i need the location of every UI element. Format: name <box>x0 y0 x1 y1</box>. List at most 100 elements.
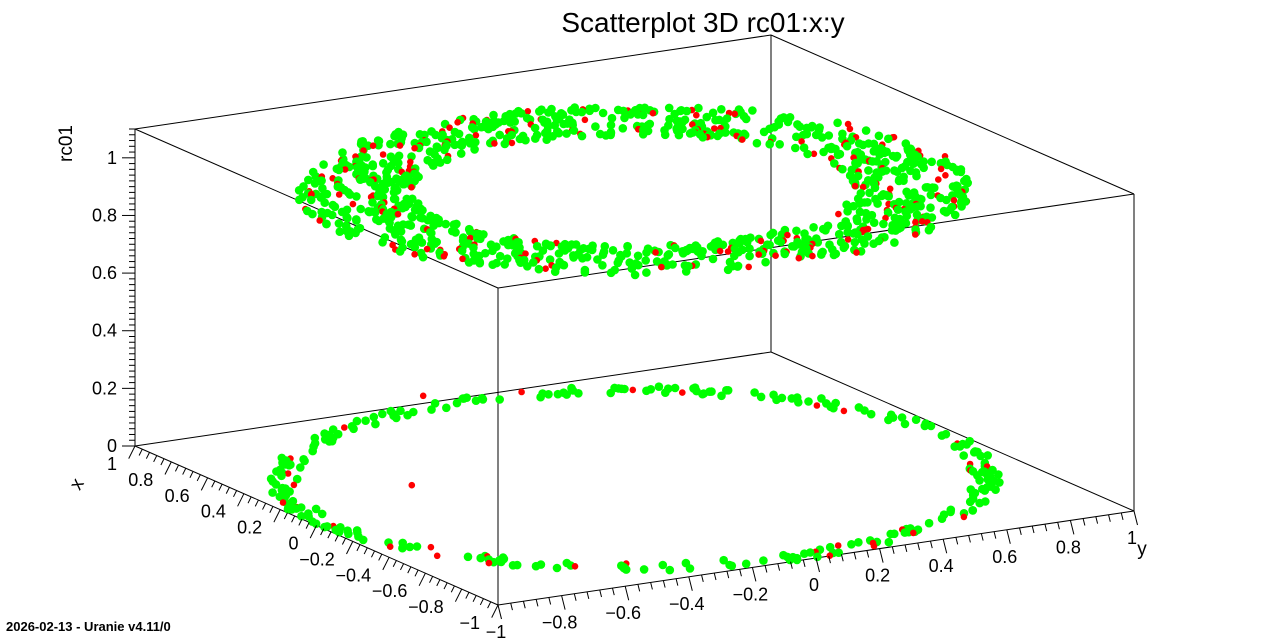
data-point <box>396 406 405 416</box>
data-point <box>411 251 418 258</box>
y-tick <box>1057 522 1060 530</box>
data-point <box>860 239 869 248</box>
data-point <box>870 183 880 193</box>
data-point <box>591 122 600 131</box>
data-point <box>843 207 852 216</box>
data-point <box>606 388 615 398</box>
data-point <box>866 409 876 419</box>
data-point <box>343 213 352 223</box>
x-tick <box>407 566 412 574</box>
data-point <box>362 153 371 162</box>
y-tick <box>1120 512 1124 521</box>
y-tick <box>650 582 653 590</box>
data-point <box>378 238 387 247</box>
data-point <box>386 139 395 149</box>
data-point <box>765 240 774 250</box>
y-tick-label: 0 <box>809 575 819 595</box>
data-point <box>780 249 790 259</box>
rc01-tick-label: 0.4 <box>92 321 117 341</box>
y-tick <box>929 540 933 549</box>
data-point <box>478 395 488 404</box>
x-tick-label: −0.8 <box>408 597 444 617</box>
x-tick <box>309 525 317 539</box>
data-point <box>681 267 691 276</box>
data-point <box>861 126 871 135</box>
data-point <box>349 424 358 434</box>
data-point <box>344 529 353 539</box>
x-tick <box>225 487 230 494</box>
data-point <box>775 140 784 149</box>
data-point <box>335 227 345 236</box>
data-point <box>864 166 873 175</box>
data-point <box>442 403 451 413</box>
data-point <box>562 390 571 399</box>
data-point <box>912 218 919 226</box>
data-point <box>574 389 583 398</box>
y-tick <box>942 539 948 554</box>
y-tick <box>1133 510 1138 526</box>
data-point <box>784 231 791 239</box>
data-point <box>891 226 900 235</box>
data-point <box>917 195 926 204</box>
data-point <box>698 389 707 399</box>
x-tick <box>273 509 281 523</box>
data-point <box>809 223 818 232</box>
data-point <box>652 249 659 256</box>
data-point <box>408 184 415 191</box>
data-point <box>912 210 922 219</box>
data-point <box>442 155 452 165</box>
data-point <box>508 561 518 570</box>
data-point <box>853 216 862 226</box>
data-point <box>433 143 442 153</box>
data-point <box>803 149 812 159</box>
y-tick <box>993 531 997 539</box>
data-point <box>433 552 441 560</box>
data-point <box>338 148 347 157</box>
data-point <box>833 118 842 128</box>
data-point <box>776 237 786 247</box>
data-point <box>835 210 842 218</box>
data-point <box>465 139 475 148</box>
data-point <box>897 413 907 422</box>
data-point <box>606 120 616 130</box>
y-tick <box>739 569 742 577</box>
data-point <box>601 131 611 140</box>
data-point <box>919 163 928 173</box>
data-point <box>935 176 942 183</box>
data-point <box>330 202 340 212</box>
data-point <box>884 415 893 425</box>
data-point <box>450 140 460 150</box>
data-point <box>308 209 317 219</box>
y-tick-label: −1 <box>486 622 507 639</box>
data-point <box>870 542 878 550</box>
data-point <box>277 471 286 481</box>
data-point <box>785 555 795 565</box>
data-point <box>842 141 852 151</box>
data-point <box>975 498 984 508</box>
y-tick <box>815 557 820 573</box>
data-point <box>423 245 431 253</box>
data-point <box>279 499 287 506</box>
x-tick <box>153 455 158 463</box>
data-point <box>398 543 407 553</box>
data-point <box>761 257 770 267</box>
data-point <box>544 390 553 399</box>
data-point <box>580 268 590 277</box>
data-point <box>516 258 525 268</box>
data-point <box>642 268 651 277</box>
data-point <box>325 437 334 446</box>
x-tick <box>356 544 361 552</box>
data-point <box>689 121 696 128</box>
data-point <box>674 130 684 140</box>
data-point <box>550 267 560 277</box>
data-point <box>496 557 506 567</box>
y-tick <box>840 554 844 562</box>
data-point <box>334 527 344 537</box>
data-point <box>370 208 380 217</box>
data-point <box>994 470 1003 479</box>
data-point <box>641 256 650 265</box>
data-point <box>752 138 762 148</box>
data-point <box>730 251 739 261</box>
data-point <box>658 560 668 570</box>
